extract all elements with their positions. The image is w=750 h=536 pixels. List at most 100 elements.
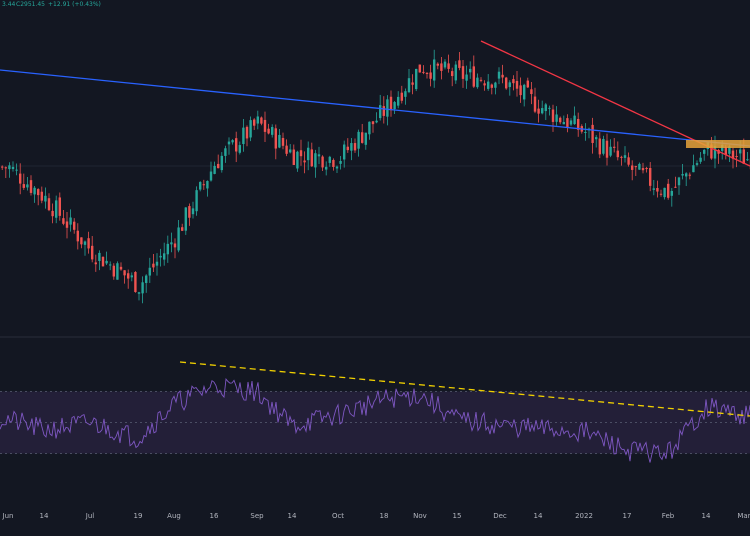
x-tick-label: 16 (210, 512, 219, 520)
candle-body (508, 82, 511, 88)
candle-body (47, 198, 51, 211)
candle-body (55, 200, 58, 218)
candle-body (44, 195, 47, 202)
candle-body (94, 262, 97, 265)
resistance-zone[interactable] (686, 140, 750, 148)
candle-body (595, 137, 598, 140)
candle-body (505, 77, 508, 89)
rsi-line[interactable] (0, 378, 750, 463)
candle-body (566, 118, 569, 128)
candle-body (375, 120, 378, 123)
candle-body (368, 121, 371, 135)
candle-body (303, 160, 306, 163)
candle-body (425, 72, 429, 74)
candle-body (191, 208, 195, 215)
candle-body (559, 117, 562, 123)
candle-body (292, 149, 295, 165)
candle-body (602, 138, 605, 154)
candle-body (285, 145, 288, 154)
candle-body (155, 261, 159, 266)
candle-body (472, 66, 475, 87)
candle-body (80, 237, 83, 245)
candle-body (476, 77, 479, 88)
candle-body (69, 217, 72, 225)
candle-body (641, 168, 645, 171)
candle-body (397, 96, 400, 106)
candle-body (523, 84, 526, 100)
candle-body (101, 256, 105, 267)
candle-body (307, 147, 310, 161)
candle-body (249, 120, 252, 138)
candle-body (51, 210, 54, 217)
candle-body (407, 78, 411, 93)
candle-body (440, 63, 443, 71)
candle-body (469, 68, 472, 73)
candle-body (181, 227, 184, 231)
candle-body (278, 134, 281, 148)
candle-body (40, 191, 43, 201)
candle-body (1, 166, 4, 168)
candle-body (15, 169, 18, 171)
candle-body (310, 149, 313, 167)
candle-body (33, 187, 36, 195)
candle-body (123, 270, 126, 276)
candle-body (591, 124, 594, 143)
candle-body (199, 182, 202, 190)
candle-body (631, 165, 634, 170)
x-tick-label: 14 (40, 512, 49, 520)
candle-body (551, 109, 555, 122)
x-tick-label: Oct (332, 512, 344, 520)
rsi-pane[interactable] (0, 361, 750, 463)
candle-body (127, 273, 130, 279)
candle-body (263, 119, 267, 132)
candle-body (490, 84, 493, 88)
candle-body (177, 227, 180, 251)
candle-body (76, 230, 79, 242)
candle-body (209, 171, 213, 181)
candle-body (670, 190, 673, 196)
candle-body (296, 151, 299, 169)
candle-body (627, 157, 630, 165)
candle-body (526, 80, 529, 88)
candle-body (238, 145, 241, 153)
candle-body (231, 140, 234, 143)
candle-body (98, 252, 101, 261)
candle-body (443, 61, 447, 68)
candle-body (343, 144, 346, 160)
candle-body (695, 163, 699, 165)
blue-trendline[interactable] (0, 69, 750, 147)
price-pane[interactable] (0, 40, 750, 304)
candle-body (361, 132, 364, 143)
x-tick-label: 17 (623, 512, 632, 520)
candle-body (141, 282, 144, 294)
candle-body (699, 157, 702, 162)
candle-body (65, 221, 69, 228)
candle-body (465, 74, 468, 81)
candle-body (29, 180, 33, 193)
candle-body (713, 146, 717, 159)
candle-body (346, 146, 349, 151)
candle-body (58, 197, 61, 216)
candle-body (494, 82, 497, 88)
rsi-trendline[interactable] (179, 361, 750, 417)
candle-body (548, 107, 551, 109)
candle-body (724, 147, 727, 155)
candle-body (256, 116, 259, 124)
candle-body (692, 165, 695, 173)
candle-body (350, 143, 353, 151)
candle-body (479, 79, 483, 81)
candle-body (91, 245, 94, 260)
candle-body (537, 108, 540, 114)
candle-body (562, 122, 565, 125)
candle-body (415, 68, 418, 90)
candle-body (37, 189, 40, 196)
candle-body (623, 155, 627, 158)
candle-body (148, 267, 151, 276)
candle-body (8, 165, 11, 170)
candle-body (454, 64, 457, 81)
candle-body (620, 156, 623, 158)
candle-body (728, 146, 731, 154)
candle-body (386, 99, 389, 117)
